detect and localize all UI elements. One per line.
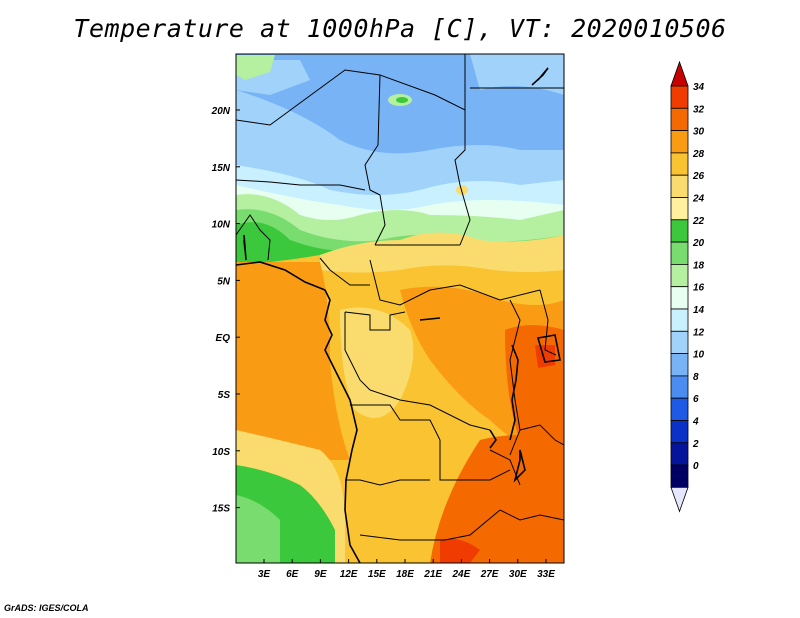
colorbar-label: 34 xyxy=(693,82,705,93)
colorbar-band xyxy=(671,86,688,108)
colorbar-label: 8 xyxy=(693,372,699,383)
lat-label: 15N xyxy=(212,163,231,174)
colorbar-label: 32 xyxy=(693,104,705,115)
tibesti-dark-green xyxy=(396,97,408,103)
colorbar-band xyxy=(671,198,688,220)
colorbar-label: 28 xyxy=(692,149,705,160)
colorbar-band xyxy=(671,309,688,331)
colorbar-band xyxy=(671,354,688,376)
lon-label: 24E xyxy=(452,569,471,580)
colorbar-band xyxy=(671,331,688,353)
colorbar-label: 16 xyxy=(693,283,705,294)
colorbar-bottom-arrow xyxy=(671,487,688,511)
lat-label: 5N xyxy=(217,276,231,287)
colorbar-band xyxy=(671,131,688,153)
colorbar-band xyxy=(671,287,688,309)
colorbar-band xyxy=(671,108,688,130)
grads-credit: GrADS: IGES/COLA xyxy=(4,603,89,613)
lon-label: 27E xyxy=(480,569,499,580)
colorbar-label: 30 xyxy=(693,127,705,138)
lon-label: 18E xyxy=(396,569,414,580)
colorbar-band xyxy=(671,153,688,175)
lon-label: 6E xyxy=(286,569,299,580)
lon-label: 9E xyxy=(314,569,327,580)
colorbar-label: 18 xyxy=(693,260,705,271)
colorbar-label: 24 xyxy=(692,194,705,205)
colorbar-band xyxy=(671,376,688,398)
lat-label: 20N xyxy=(211,106,231,117)
lon-label: 21E xyxy=(423,569,442,580)
colorbar-band xyxy=(671,264,688,286)
lon-label: 3E xyxy=(258,569,271,580)
lon-label: 30E xyxy=(509,569,527,580)
colorbar-band xyxy=(671,242,688,264)
colorbar-band xyxy=(671,465,688,487)
colorbar-label: 20 xyxy=(692,238,705,249)
lon-label: 33E xyxy=(537,569,555,580)
colorbar-band xyxy=(671,443,688,465)
lat-label: 5S xyxy=(218,390,231,401)
colorbar-band xyxy=(671,175,688,197)
lat-label: 10N xyxy=(212,220,231,231)
lat-label: 10S xyxy=(212,447,230,458)
colorbar-label: 12 xyxy=(693,327,705,338)
lat-label: EQ xyxy=(216,333,231,344)
colorbar-band xyxy=(671,398,688,420)
colorbar-label: 6 xyxy=(693,394,699,405)
colorbar-band xyxy=(671,421,688,443)
lon-label: 12E xyxy=(340,569,358,580)
colorbar-label: 14 xyxy=(693,305,705,316)
lat-label: 15S xyxy=(212,504,230,515)
lon-label: 15E xyxy=(368,569,386,580)
colorbar-label: 0 xyxy=(693,461,699,472)
colorbar-label: 10 xyxy=(693,350,705,361)
colorbar-label: 2 xyxy=(692,439,699,450)
colorbar-label: 4 xyxy=(692,417,699,428)
colorbar-label: 26 xyxy=(692,171,705,182)
colorbar-label: 22 xyxy=(692,216,705,227)
colorbar-top-arrow xyxy=(671,62,688,86)
colorbar-band xyxy=(671,220,688,242)
